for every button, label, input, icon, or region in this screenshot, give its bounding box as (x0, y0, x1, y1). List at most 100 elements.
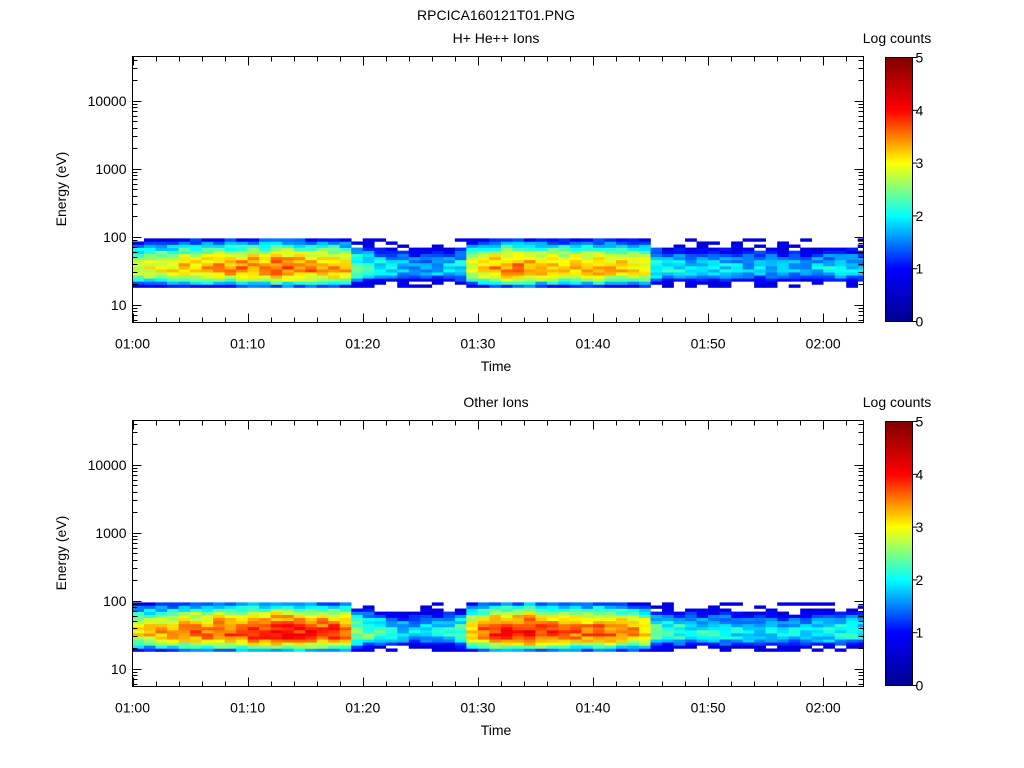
spectrogram-cell (201, 247, 214, 251)
spectrogram-cell (201, 617, 214, 622)
spectrogram-cell (558, 602, 571, 606)
spectrogram-cell (627, 602, 640, 606)
spectrogram-cell (443, 262, 456, 267)
x-tick-label: 02:00 (806, 336, 841, 352)
spectrogram-cell (328, 259, 341, 264)
spectrogram-cell (247, 602, 260, 606)
spectrogram-cell (397, 614, 410, 619)
spectrogram-cell (293, 605, 306, 609)
spectrogram-cell (823, 253, 836, 258)
spectrogram-cell (685, 262, 697, 267)
spectrogram-cell (247, 636, 260, 640)
spectrogram-cell (639, 633, 651, 637)
spectrogram-cell (731, 253, 743, 258)
spectrogram-cell (236, 281, 248, 285)
spectrogram-cell (190, 275, 202, 279)
spectrogram-cell (155, 266, 168, 270)
x-tick-label: 01:30 (460, 336, 495, 352)
spectrogram-cell (190, 614, 202, 619)
spectrogram-cell (581, 636, 594, 640)
spectrogram-cell (777, 626, 789, 631)
spectrogram-cell (581, 266, 594, 270)
spectrogram-cell (408, 645, 421, 649)
spectrogram-cell (558, 623, 571, 628)
spectrogram-cell (236, 241, 248, 245)
spectrogram-cell (155, 611, 168, 615)
spectrogram-cell (454, 272, 467, 276)
spectrogram-cell (155, 602, 168, 606)
spectrogram-cell (259, 256, 271, 261)
spectrogram-cell (201, 238, 214, 242)
spectrogram-cell (777, 244, 789, 248)
spectrogram-cell (431, 602, 444, 606)
spectrogram-cell (834, 262, 847, 267)
spectrogram-cell (546, 617, 559, 622)
spectrogram-cell (765, 256, 778, 261)
spectrogram-cell (604, 626, 617, 631)
spectrogram-cell (270, 238, 283, 242)
x-tick-label: 01:50 (691, 700, 726, 716)
spectrogram-cell (811, 620, 824, 625)
spectrogram-cell (523, 269, 536, 273)
spectrogram-cell (662, 602, 674, 606)
spectrogram-cell (546, 639, 559, 643)
spectrogram-cell (178, 614, 191, 619)
spectrogram-cell (685, 633, 697, 637)
spectrogram-cell (328, 611, 341, 615)
spectrogram-cell (708, 623, 720, 628)
spectrogram-cell (650, 614, 663, 619)
spectrogram-cell (696, 250, 709, 255)
spectrogram-cell (466, 269, 479, 273)
spectrogram-cell (316, 623, 329, 628)
spectrogram-cell (213, 630, 225, 634)
spectrogram-cell (708, 247, 720, 251)
spectrogram-cell (857, 636, 864, 640)
spectrogram-cell (385, 611, 398, 615)
spectrogram-cell (270, 623, 283, 628)
spectrogram-cell (454, 238, 467, 242)
spectrogram-cell (696, 275, 709, 279)
spectrogram-cell (857, 620, 864, 625)
spectrogram-cell (604, 636, 617, 640)
spectrogram-cell (190, 238, 202, 242)
spectrogram-cell (581, 256, 594, 261)
spectrogram-cell (742, 259, 755, 264)
spectrogram-cell (351, 256, 364, 261)
spectrogram-cell (512, 614, 525, 619)
spectrogram-cell (190, 620, 202, 625)
spectrogram-cell (523, 241, 536, 245)
spectrogram-cell (328, 281, 341, 285)
spectrogram-cell (224, 617, 237, 622)
spectrogram-cell (259, 623, 271, 628)
spectrogram-cell (339, 266, 352, 270)
spectrogram-cell (708, 608, 720, 612)
spectrogram-cell (178, 626, 191, 631)
spectrogram-cell (362, 241, 375, 245)
spectrogram-cell (811, 259, 824, 264)
spectrogram-cell (650, 275, 663, 279)
x-axis-label: Time (481, 722, 512, 738)
spectrogram-cell (144, 244, 156, 248)
spectrogram-cell (293, 269, 306, 273)
spectrogram-cell (662, 284, 674, 288)
spectrogram-cell (201, 633, 214, 637)
spectrogram-cell (523, 639, 536, 643)
spectrogram-cell (754, 269, 766, 273)
spectrogram-cell (466, 645, 479, 649)
x-tick-label: 01:10 (230, 700, 265, 716)
spectrogram-cell (788, 244, 801, 248)
spectrogram-cell (282, 633, 294, 637)
spectrogram-cell (443, 620, 456, 625)
spectrogram-cell (731, 262, 743, 267)
spectrogram-cell (201, 620, 214, 625)
spectrogram-cell (546, 250, 559, 255)
spectrogram-cell (213, 256, 225, 261)
spectrogram-cell (811, 626, 824, 631)
spectrogram-cell (385, 630, 398, 634)
spectrogram-cell (385, 636, 398, 640)
spectrogram-cell (224, 281, 237, 285)
spectrogram-cell (144, 639, 156, 643)
spectrogram-cell (685, 259, 697, 264)
spectrogram-cell (754, 244, 766, 248)
